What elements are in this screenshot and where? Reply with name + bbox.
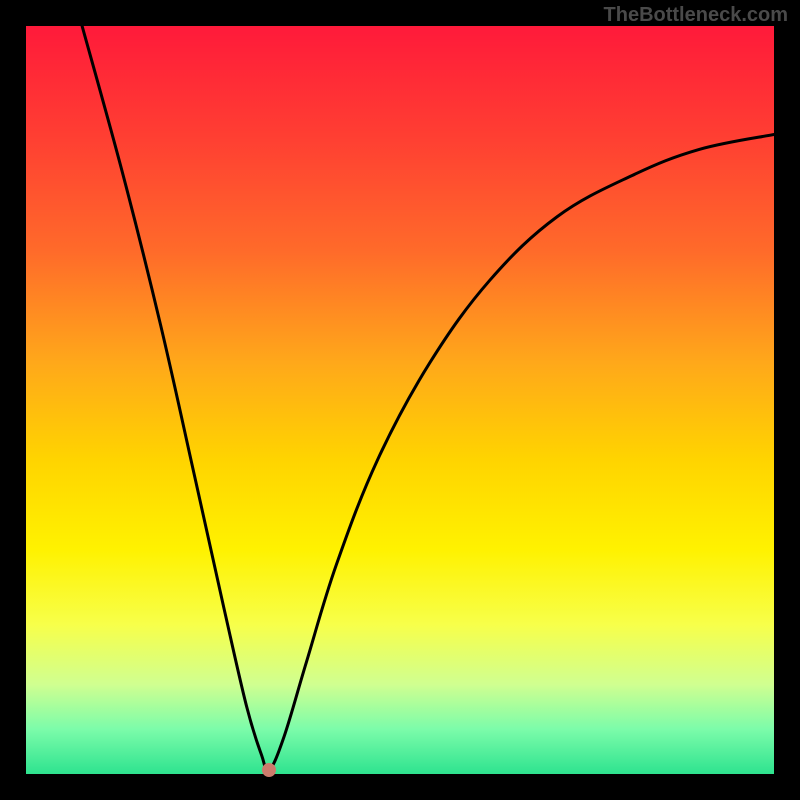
minimum-marker (262, 763, 276, 777)
curve-svg (26, 26, 774, 774)
plot-area (26, 26, 774, 774)
watermark-text: TheBottleneck.com (604, 4, 788, 26)
watermark: TheBottleneck.com (604, 4, 788, 27)
bottleneck-curve (82, 26, 774, 771)
